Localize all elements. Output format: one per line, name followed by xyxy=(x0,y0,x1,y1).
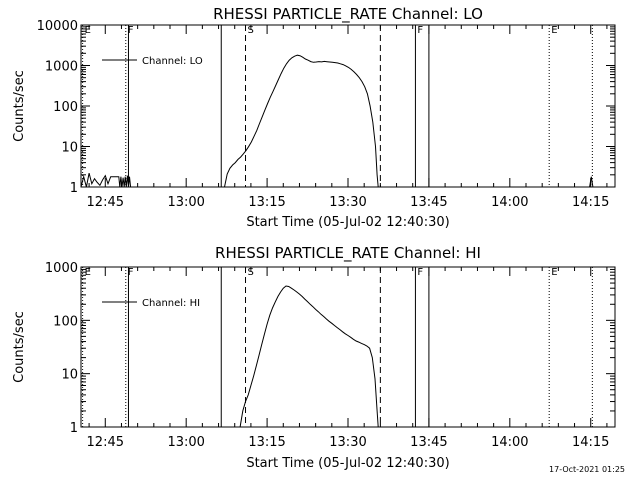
y-tick-label: 10000 xyxy=(37,19,78,34)
event-marker-label: E xyxy=(85,267,91,278)
event-marker-label: F xyxy=(128,267,134,278)
y-tick-label: 100 xyxy=(53,100,78,115)
x-tick-label: 14:00 xyxy=(491,195,528,210)
x-tick-label: 14:15 xyxy=(572,195,609,210)
event-marker-label: E xyxy=(85,25,91,36)
event-marker-label: S xyxy=(248,25,254,36)
y-tick-label: 1 xyxy=(70,181,78,196)
data-series-line xyxy=(80,172,132,188)
chart-title: RHESSI PARTICLE_RATE Channel: LO xyxy=(213,5,483,24)
footer-timestamp: 17-Oct-2021 01:25 xyxy=(549,465,625,474)
plot-frame xyxy=(80,24,616,188)
y-tick-label: 100 xyxy=(53,314,78,329)
x-tick-label: 13:15 xyxy=(248,195,285,210)
event-marker-label: E xyxy=(551,267,557,278)
x-tick-label: 13:00 xyxy=(167,195,204,210)
chart-title: RHESSI PARTICLE_RATE Channel: HI xyxy=(215,244,481,263)
data-series-line xyxy=(589,176,594,188)
x-tick-label: 14:00 xyxy=(491,435,528,450)
x-tick-label: 13:00 xyxy=(167,435,204,450)
x-axis-label: Start Time (05-Jul-02 12:40:30) xyxy=(246,215,449,230)
x-tick-label: 13:15 xyxy=(248,435,285,450)
event-marker-label: F xyxy=(417,25,423,36)
x-tick-label: 14:15 xyxy=(572,435,609,450)
x-axis-label: Start Time (05-Jul-02 12:40:30) xyxy=(246,456,449,471)
legend-label: Channel: HI xyxy=(142,298,200,309)
y-axis-label: Counts/sec xyxy=(12,311,27,383)
data-series-line xyxy=(224,54,379,188)
data-series-line xyxy=(239,285,379,428)
x-tick-label: 13:45 xyxy=(410,435,447,450)
y-axis-label: Counts/sec xyxy=(12,70,27,142)
legend-label: Channel: LO xyxy=(142,56,203,67)
event-marker-label: E xyxy=(551,25,557,36)
y-tick-label: 10 xyxy=(61,141,78,156)
event-marker-label: S xyxy=(248,267,254,278)
x-tick-label: 13:30 xyxy=(329,195,366,210)
x-tick-label: 13:45 xyxy=(410,195,447,210)
event-marker-label: F xyxy=(417,267,423,278)
y-tick-label: 1 xyxy=(70,421,78,436)
x-tick-label: 12:45 xyxy=(87,435,124,450)
y-tick-label: 10 xyxy=(61,368,78,383)
y-tick-label: 1000 xyxy=(45,261,78,276)
x-tick-label: 13:30 xyxy=(329,435,366,450)
event-marker-label: F xyxy=(128,25,134,36)
plot-frame xyxy=(80,266,616,428)
x-tick-label: 12:45 xyxy=(87,195,124,210)
y-tick-label: 1000 xyxy=(45,60,78,75)
